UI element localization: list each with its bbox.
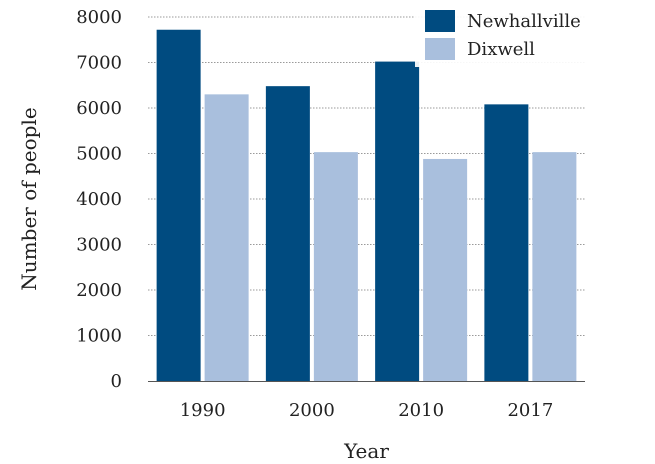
bars: [156, 29, 577, 382]
y-tick-label: 0: [111, 371, 122, 392]
y-tick-label: 8000: [76, 7, 122, 28]
legend: Newhallville Dixwell: [415, 3, 655, 67]
bar-newhallville-2010: [375, 61, 420, 382]
y-tick-label: 4000: [76, 189, 122, 210]
legend-swatch-newhallville: [425, 10, 455, 32]
x-tick-label: 2010: [398, 400, 444, 421]
y-tick-label: 3000: [76, 235, 122, 256]
bar-dixwell-1990: [204, 94, 249, 381]
y-tick-label: 2000: [76, 280, 122, 301]
y-tick-label: 5000: [76, 144, 122, 165]
y-axis-title: Number of people: [17, 107, 41, 290]
legend-label-dixwell: Dixwell: [467, 39, 535, 60]
bar-dixwell-2010: [423, 158, 468, 381]
bar-dixwell-2017: [532, 152, 577, 381]
bar-newhallville-2000: [265, 86, 310, 381]
x-axis-ticks: 1990 2000 2010 2017: [180, 400, 554, 421]
y-axis-ticks: 0 1000 2000 3000 4000 5000 6000 7000 8000: [76, 7, 122, 392]
bar-dixwell-2000: [313, 152, 358, 381]
y-tick-label: 7000: [76, 53, 122, 74]
x-axis-title: Year: [343, 439, 389, 463]
y-tick-label: 1000: [76, 326, 122, 347]
bar-newhallville-1990: [156, 29, 201, 382]
bar-newhallville-2017: [484, 104, 529, 382]
x-tick-label: 2000: [289, 400, 335, 421]
legend-label-newhallville: Newhallville: [467, 11, 581, 32]
y-tick-label: 6000: [76, 98, 122, 119]
x-tick-label: 2017: [507, 400, 553, 421]
x-tick-label: 1990: [180, 400, 226, 421]
legend-swatch-dixwell: [425, 38, 455, 60]
